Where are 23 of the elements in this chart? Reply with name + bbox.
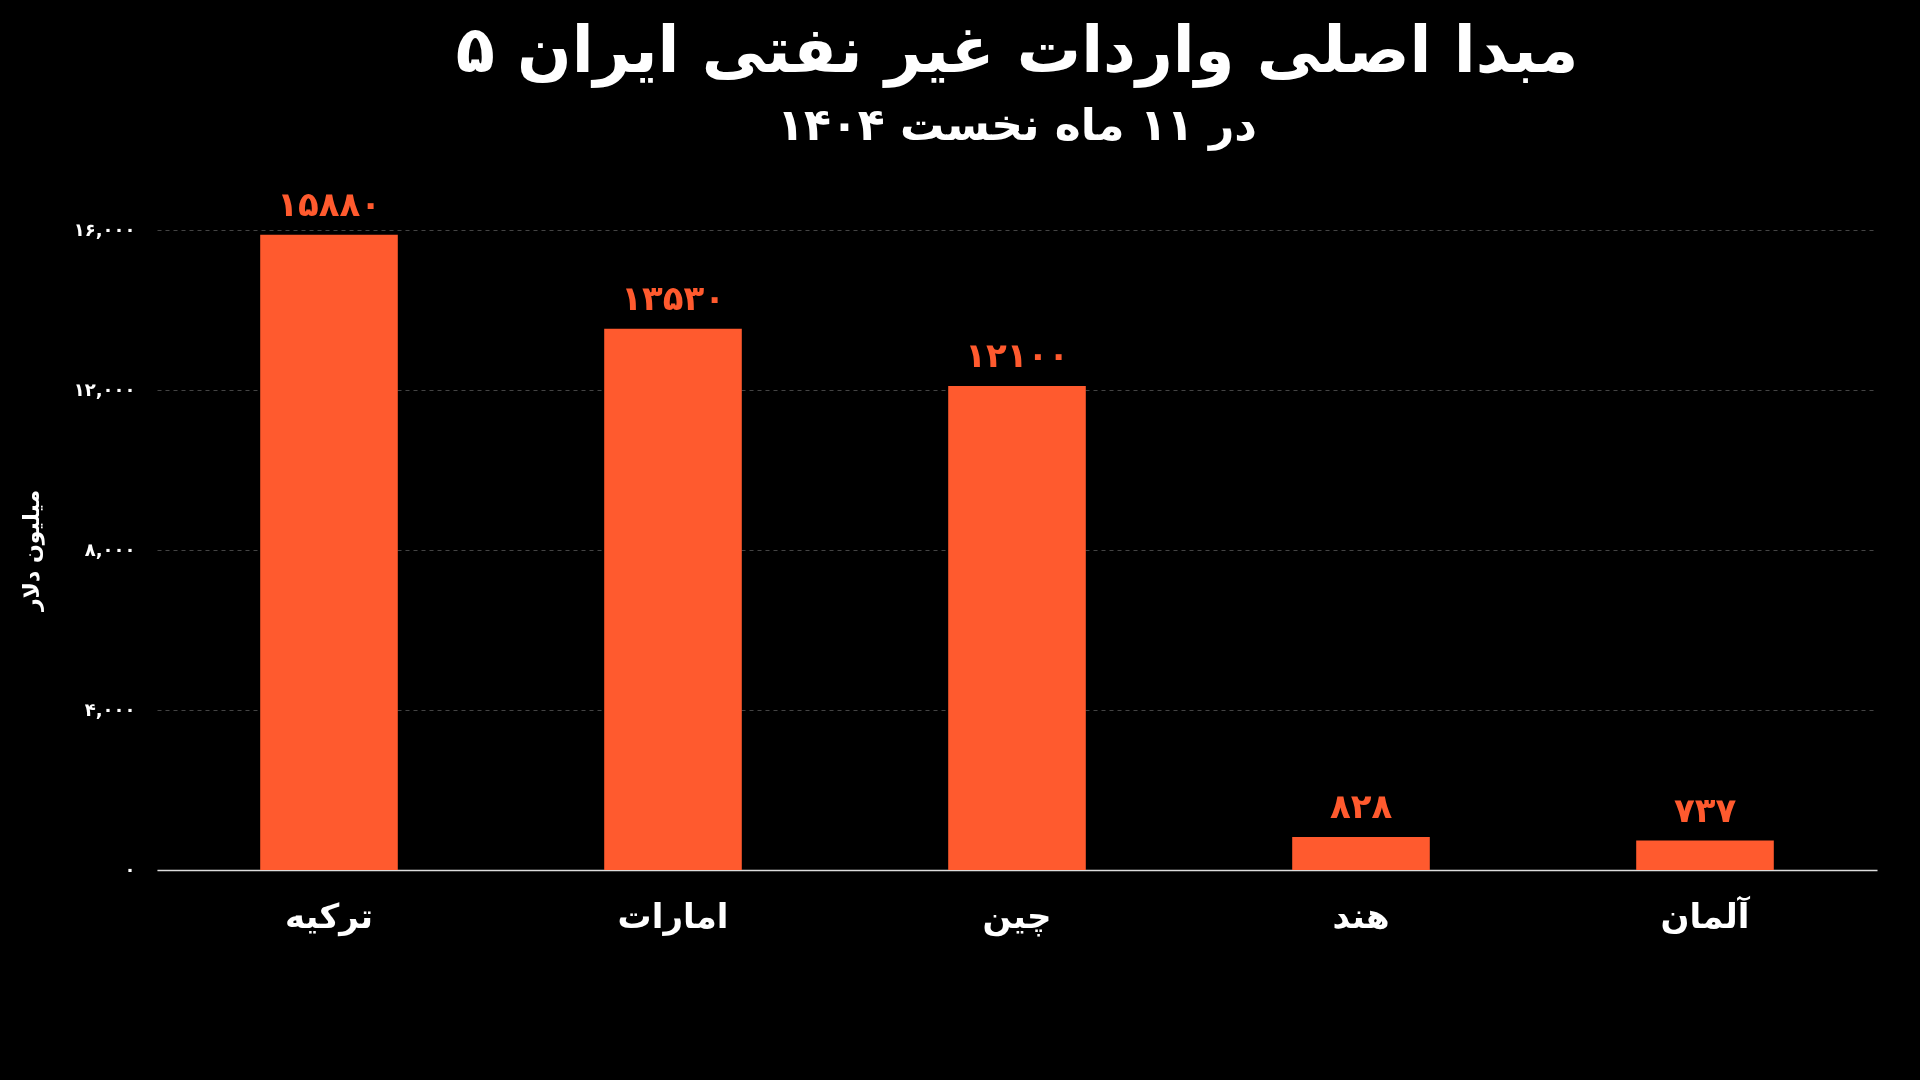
bar bbox=[604, 328, 742, 870]
y-tick-label: ۸,۰۰۰ bbox=[84, 538, 136, 560]
y-axis-title: میلیون دلار bbox=[18, 489, 45, 613]
chart-title: ۵ مبدا اصلی واردات غیر نفتی ایران bbox=[455, 12, 1579, 88]
x-tick-label: آلمان bbox=[1660, 894, 1751, 936]
data-label: ۱۵۸۸۰ bbox=[277, 183, 381, 224]
data-label: ۸۲۸ bbox=[1329, 785, 1393, 826]
x-tick-label: ترکیه bbox=[284, 895, 374, 937]
chart-subtitle: در ۱۱ ماه نخست ۱۴۰۴ bbox=[777, 98, 1257, 151]
x-tick-label: چین bbox=[982, 895, 1052, 937]
y-tick-label: ۴,۰۰۰ bbox=[84, 698, 136, 720]
data-label: ۷۳۷ bbox=[1673, 789, 1737, 830]
y-tick-label: ۱۲,۰۰۰ bbox=[73, 378, 136, 400]
bar bbox=[260, 234, 398, 870]
y-tick-label: ۱۶,۰۰۰ bbox=[73, 218, 136, 240]
bar bbox=[1636, 840, 1774, 870]
bar bbox=[948, 386, 1086, 870]
data-label: ۱۲۱۰۰ bbox=[965, 335, 1069, 375]
x-tick-label: هند bbox=[1332, 895, 1390, 936]
x-tick-label: امارات bbox=[617, 895, 729, 936]
y-tick-label: ۰ bbox=[124, 858, 136, 880]
data-label: ۱۳۵۳۰ bbox=[621, 277, 725, 318]
bar bbox=[1292, 836, 1430, 870]
